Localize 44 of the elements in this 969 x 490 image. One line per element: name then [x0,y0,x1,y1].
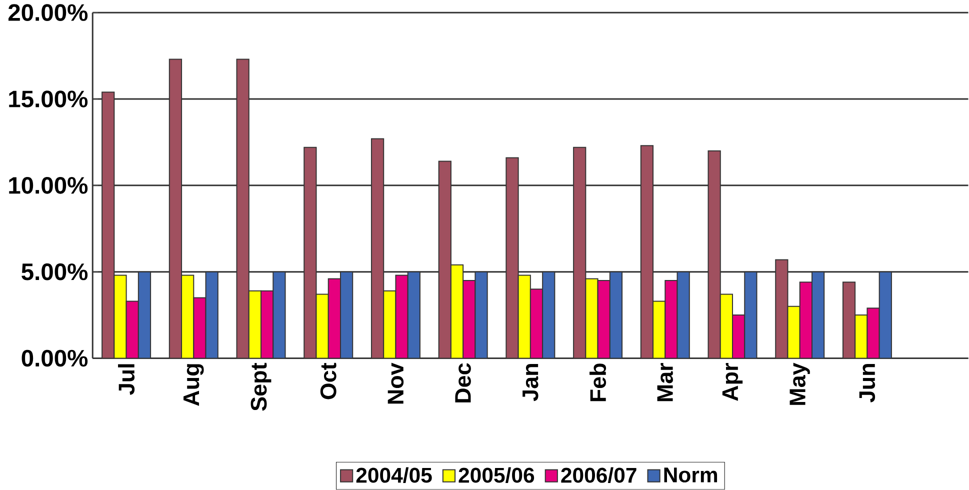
x-tick-label: Oct [320,363,336,400]
bar [370,138,384,358]
x-tick-label: Jun [859,364,876,402]
x-tick-label: May [790,362,810,406]
bar [640,146,654,358]
bar [744,271,758,358]
bar [102,92,115,358]
y-tick-label: 0.00% [22,350,88,367]
x-tick-label: Jan [522,364,538,402]
y-tick-label: 10.00% [9,177,88,194]
bar [573,147,586,358]
bar [168,58,182,358]
bar [304,147,317,358]
bar [506,157,519,358]
bar [585,278,598,358]
x-tick-label: Nov [388,362,404,404]
legend-label: 2005/06 [458,467,534,484]
bar [665,280,678,358]
x-tick-label: Mar [657,363,673,402]
legend-label: 2006/07 [561,467,636,484]
y-tick-label: 15.00% [9,90,88,108]
x-tick-label: Feb [590,364,606,402]
bar [114,274,127,358]
bar [328,278,341,358]
x-tick-label: Apr [722,363,743,401]
bar [193,297,206,358]
bar [272,271,286,358]
bar [395,274,408,358]
y-tick-label: 5.00% [22,264,88,280]
bar [236,58,250,358]
x-tick-label: Sept [250,363,272,411]
y-tick-label: 20.00% [8,4,88,22]
legend-label: 2004/05 [356,467,432,484]
x-tick-label: Dec [455,363,471,403]
bar [866,308,880,358]
bar [474,271,488,358]
bar [438,160,452,358]
x-tick-label: Aug [184,364,204,406]
x-tick-label: Jul [118,364,135,395]
bar [775,259,788,358]
bar [708,150,721,358]
legend-label: Norm [664,468,718,483]
bar [316,294,329,358]
bar [787,306,800,358]
